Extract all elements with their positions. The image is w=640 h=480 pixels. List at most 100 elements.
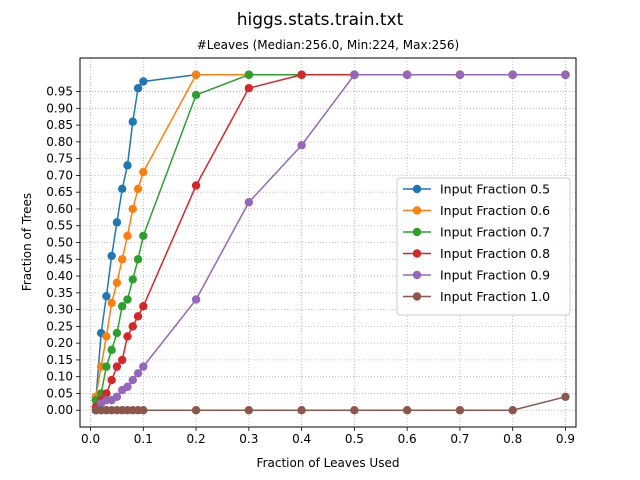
x-axis: 0.0 0.1 0.2 0.3 0.4 0.5 0.6 0.7 0.8 0.9 (81, 427, 575, 446)
data-point (133, 255, 143, 264)
data-point (350, 70, 359, 79)
data-point (123, 295, 132, 304)
data-point (402, 406, 412, 415)
y-tick-label: 0.35 (46, 286, 73, 300)
data-point (107, 345, 116, 355)
legend-marker (412, 184, 422, 194)
y-tick-label: 0.95 (46, 85, 73, 99)
data-point (244, 83, 254, 93)
data-point (297, 141, 306, 150)
data-point (118, 184, 127, 194)
legend-entry: Input Fraction 0.7 (403, 225, 550, 240)
data-point (191, 181, 201, 190)
data-point (133, 369, 143, 378)
data-point (123, 231, 132, 240)
x-tick-label: 0.5 (345, 432, 364, 446)
y-tick-label: 0.25 (46, 319, 73, 333)
data-point (112, 362, 122, 371)
x-tick-label: 0.9 (556, 432, 575, 446)
data-point (128, 275, 137, 284)
data-point (244, 70, 254, 79)
y-tick-label: 0.45 (46, 252, 73, 266)
data-point (118, 355, 127, 365)
y-tick-label: 0.55 (46, 219, 73, 233)
x-tick-label: 0.6 (398, 432, 417, 446)
data-point (139, 77, 148, 86)
plot-series (91, 70, 570, 415)
x-tick-label: 0.7 (450, 432, 469, 446)
data-point (123, 332, 132, 341)
data-point (133, 83, 143, 93)
y-tick-label: 0.50 (46, 236, 73, 250)
data-point (508, 406, 517, 415)
y-tick-label: 0.80 (46, 135, 73, 149)
y-tick-label: 0.05 (46, 386, 73, 400)
data-point (133, 312, 143, 321)
data-point (139, 406, 148, 415)
legend-label: Input Fraction 0.6 (440, 203, 550, 218)
data-point (123, 161, 132, 170)
legend-marker (412, 270, 422, 280)
legend-marker (412, 249, 422, 258)
data-point (102, 291, 111, 301)
data-point (133, 184, 143, 194)
x-tick-label: 0.8 (503, 432, 522, 446)
series-5 (91, 70, 570, 415)
data-point (128, 117, 137, 126)
y-tick-label: 0.20 (46, 336, 73, 350)
y-tick-label: 0.10 (46, 370, 73, 384)
legend-label: Input Fraction 0.5 (440, 182, 550, 197)
data-point (112, 278, 122, 287)
x-tick-label: 0.2 (187, 432, 206, 446)
chart-title: higgs.stats.train.txt (237, 10, 404, 30)
legend-marker (412, 206, 422, 215)
y-tick-label: 0.15 (46, 353, 73, 367)
legend-entry: Input Fraction 0.6 (403, 203, 550, 218)
data-point (139, 167, 148, 177)
y-axis-label: Fraction of Trees (20, 193, 34, 291)
data-point (191, 295, 201, 304)
x-axis-label: Fraction of Leaves Used (257, 456, 400, 470)
data-point (297, 406, 306, 415)
y-tick-label: 0.30 (46, 303, 73, 317)
data-point (112, 392, 122, 402)
data-point (508, 70, 517, 79)
y-tick-label: 0.65 (46, 185, 73, 199)
y-tick-label: 0.60 (46, 202, 73, 216)
data-point (297, 70, 306, 79)
y-tick-label: 0.70 (46, 168, 73, 182)
data-point (102, 389, 111, 398)
legend-entry: Input Fraction 0.9 (403, 268, 550, 283)
data-point (402, 70, 412, 79)
legend-label: Input Fraction 0.8 (440, 246, 550, 261)
y-tick-label: 0.40 (46, 269, 73, 283)
legend-marker (412, 292, 422, 301)
data-point (128, 322, 137, 331)
data-point (128, 375, 137, 385)
legend-label: Input Fraction 0.7 (440, 225, 550, 240)
data-point (350, 406, 359, 415)
data-point (118, 255, 127, 264)
x-tick-label: 0.1 (134, 432, 153, 446)
data-point (102, 332, 111, 341)
data-point (139, 231, 148, 240)
data-point (191, 90, 201, 100)
y-tick-label: 0.00 (46, 403, 73, 417)
series-6 (91, 392, 570, 415)
data-point (455, 70, 465, 79)
data-point (191, 406, 201, 415)
data-point (244, 406, 254, 415)
x-tick-label: 0.0 (81, 432, 100, 446)
legend-marker (412, 227, 422, 237)
y-tick-label: 0.90 (46, 101, 73, 115)
data-point (102, 362, 111, 371)
data-point (561, 392, 570, 402)
y-tick-label: 0.75 (46, 152, 73, 166)
legend-box (396, 177, 571, 316)
data-point (107, 251, 116, 261)
data-point (191, 70, 201, 79)
data-point (112, 328, 122, 338)
legend-entry: Input Fraction 0.8 (403, 246, 550, 261)
legend-entry: Input Fraction 1.0 (403, 289, 550, 304)
data-point (139, 302, 148, 311)
